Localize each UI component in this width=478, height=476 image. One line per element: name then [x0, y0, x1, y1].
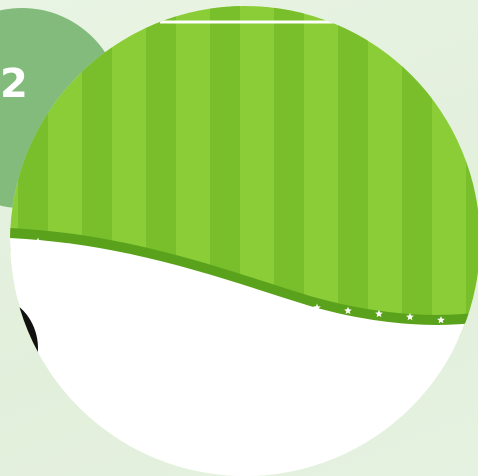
white-lower-area [10, 238, 478, 476]
star-icon [127, 259, 135, 268]
star-icon [34, 237, 42, 245]
star-icon [96, 250, 104, 258]
star-icon [344, 306, 352, 314]
step-number: 2 [0, 61, 28, 107]
striped-field-illustration [10, 6, 478, 476]
stripe [338, 6, 368, 346]
star-icon [282, 301, 290, 309]
star-icon [468, 319, 476, 327]
star-icon [65, 242, 73, 250]
star-icon [251, 297, 259, 305]
star-icon [220, 289, 228, 297]
star-icon [189, 280, 197, 288]
star-icon [158, 270, 166, 278]
star-icon [375, 309, 383, 318]
stripe [402, 6, 432, 346]
star-icon [406, 313, 414, 321]
star-icon [437, 316, 445, 324]
illustration-card [10, 6, 478, 476]
stripe [466, 6, 478, 346]
star-icon [313, 303, 321, 311]
